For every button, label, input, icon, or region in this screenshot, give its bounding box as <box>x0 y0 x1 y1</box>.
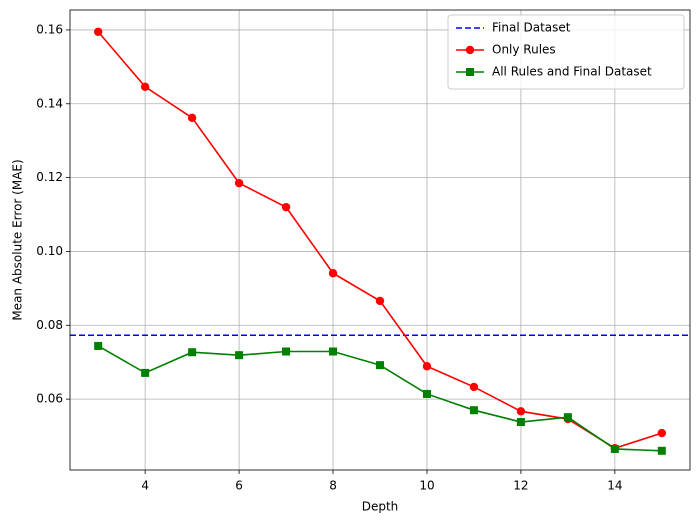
legend-label: Final Dataset <box>492 21 571 35</box>
marker <box>516 407 526 416</box>
y-tick-label: 0.08 <box>36 318 63 332</box>
marker <box>187 113 197 123</box>
marker <box>469 406 478 415</box>
y-tick-label: 0.10 <box>36 244 63 258</box>
marker <box>466 68 474 76</box>
marker <box>235 351 244 360</box>
legend-label: Only Rules <box>492 43 556 57</box>
marker <box>657 446 666 455</box>
legend-label: All Rules and Final Dataset <box>492 65 652 79</box>
marker <box>469 382 479 392</box>
marker <box>563 413 572 422</box>
x-tick-label: 6 <box>235 479 243 493</box>
x-tick-label: 8 <box>329 479 337 493</box>
marker <box>465 45 475 55</box>
x-tick-label: 4 <box>141 479 149 493</box>
marker <box>422 389 431 398</box>
y-tick-label: 0.06 <box>36 392 63 406</box>
marker <box>141 368 150 377</box>
y-axis-label: Mean Absolute Error (MAE) <box>11 159 25 320</box>
legend-box <box>447 14 685 90</box>
marker <box>282 347 291 356</box>
marker <box>328 269 338 278</box>
x-tick-label: 14 <box>607 479 622 493</box>
marker <box>422 362 432 371</box>
marker <box>140 82 150 91</box>
marker <box>329 347 338 356</box>
y-tick-label: 0.12 <box>36 170 63 184</box>
y-tick-label: 0.14 <box>36 96 63 110</box>
marker <box>281 202 291 212</box>
y-tick-label: 0.16 <box>36 22 63 36</box>
x-tick-label: 12 <box>513 479 528 493</box>
x-axis-label: Depth <box>362 500 399 514</box>
marker <box>375 296 385 306</box>
marker <box>657 428 667 438</box>
marker <box>234 178 244 188</box>
marker <box>376 361 384 370</box>
marker <box>516 418 525 427</box>
legend: Final Dataset Only Rules All Rules and Fin… <box>447 14 685 90</box>
marker <box>610 444 619 453</box>
marker <box>93 27 103 36</box>
series-line <box>97 31 663 450</box>
marker <box>94 341 103 350</box>
marker <box>188 348 197 357</box>
plot-frame <box>69 9 691 471</box>
x-tick-label: 10 <box>419 479 434 493</box>
